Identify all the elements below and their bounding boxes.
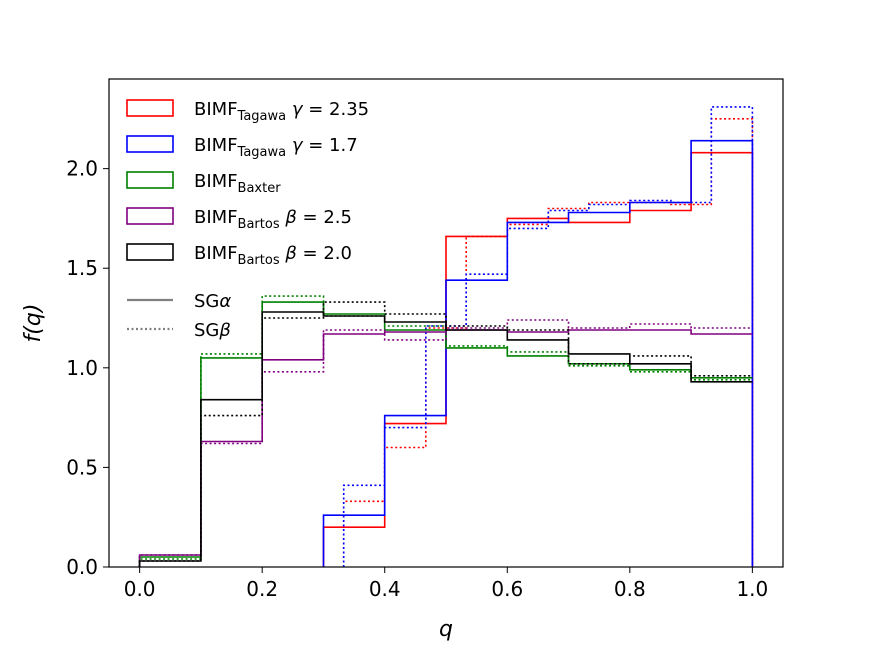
series-layer xyxy=(138,106,754,567)
x-tick-label: 0.6 xyxy=(491,577,523,601)
legend-item-tagawa17: BIMFTagawa γ = 1.7 xyxy=(126,135,358,160)
x-tick-label: 0.4 xyxy=(369,577,401,601)
legend-item-baxter: BIMFBaxter xyxy=(126,171,281,196)
legend-item-tagawa235: BIMFTagawa γ = 2.35 xyxy=(126,99,369,124)
y-tick-label: 2.0 xyxy=(66,157,98,181)
legend-label: SGβ xyxy=(194,320,231,341)
series-tagawa17-alpha xyxy=(322,139,754,567)
legend-item-bartos20: BIMFBartos β = 2.0 xyxy=(126,243,352,268)
x-axis-label: q xyxy=(439,617,453,642)
plot-area xyxy=(108,78,784,568)
legend-item-bartos25: BIMFBartos β = 2.5 xyxy=(126,207,352,232)
legend-label: BIMFBartos β = 2.0 xyxy=(194,243,352,268)
legend-label: SGα xyxy=(194,291,231,312)
y-tick-label: 0.5 xyxy=(66,455,98,479)
legend-label: BIMFTagawa γ = 2.35 xyxy=(194,99,369,124)
legend-swatch xyxy=(126,243,174,261)
legend-label: BIMFBaxter xyxy=(194,171,281,196)
legend-swatch xyxy=(126,99,174,117)
x-tick-label: 0.8 xyxy=(614,577,646,601)
y-axis: 0.0 0.5 1.0 1.5 2.0 xyxy=(66,157,109,579)
legend: BIMFTagawa γ = 2.35 BIMFTagawa γ = 1.7 BIM… xyxy=(126,99,369,341)
legend-label: BIMFBartos β = 2.5 xyxy=(194,207,352,232)
legend-item-sg-beta: SGβ xyxy=(127,320,231,341)
legend-label: BIMFTagawa γ = 1.7 xyxy=(194,135,358,160)
x-tick-label: 0.0 xyxy=(124,577,156,601)
y-axis-label: f(q) xyxy=(21,304,46,343)
legend-swatch xyxy=(126,171,174,189)
legend-swatch xyxy=(126,207,174,225)
series-tagawa17-beta xyxy=(342,106,754,567)
series-bartos25-alpha xyxy=(138,329,753,567)
legend-swatch xyxy=(126,135,174,153)
axes-frame xyxy=(108,78,784,568)
x-tick-label: 0.2 xyxy=(246,577,278,601)
y-tick-label: 1.0 xyxy=(66,356,98,380)
y-tick-label: 1.5 xyxy=(66,256,98,280)
x-axis: 0.0 0.2 0.4 0.6 0.8 1.0 xyxy=(124,567,768,601)
legend-item-sg-alpha: SGα xyxy=(127,291,231,312)
x-tick-label: 1.0 xyxy=(736,577,768,601)
series-tagawa235-beta xyxy=(342,118,754,567)
y-tick-label: 0.0 xyxy=(66,555,98,579)
